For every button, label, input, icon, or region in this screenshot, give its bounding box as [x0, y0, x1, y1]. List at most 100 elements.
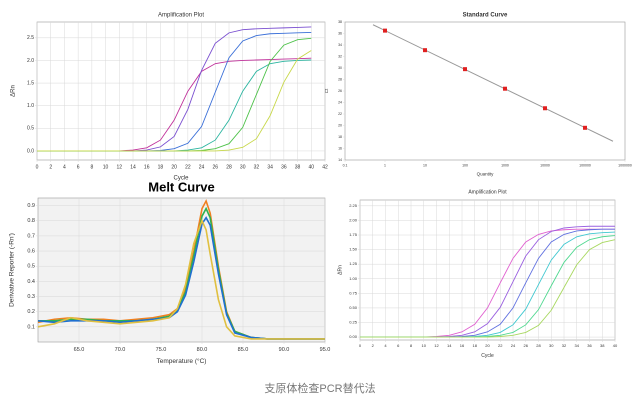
y-tick-label: 16: [338, 146, 342, 150]
x-tick-label: 10: [103, 164, 109, 170]
x-tick-label: 90.0: [279, 347, 290, 353]
x-tick-label: 100000: [579, 163, 591, 167]
y-tick-label: 0.2: [27, 309, 35, 315]
x-tick-label: 40: [613, 343, 618, 348]
x-tick-label: 30: [240, 164, 246, 170]
x-tick-label: 65.0: [74, 347, 85, 353]
data-point: [383, 28, 387, 33]
y-tick-label: 0.0: [27, 148, 34, 154]
y-tick-label: 38: [338, 20, 342, 24]
y-tick-label: 0.00: [349, 334, 358, 339]
x-tick-label: 95.0: [320, 347, 331, 353]
x-tick-label: 16: [460, 343, 465, 348]
x-tick-label: 2: [49, 164, 52, 170]
y-tick-label: 24: [338, 100, 342, 104]
y-tick-label: 2.00: [349, 217, 358, 222]
x-tick-label: 0: [359, 343, 362, 348]
x-tick-label: 2: [372, 343, 375, 348]
x-tick-label: 30: [549, 343, 554, 348]
data-point: [503, 86, 507, 91]
x-tick-label: 38: [600, 343, 605, 348]
x-axis-label: Cycle: [481, 353, 494, 359]
y-tick-label: 1.0: [27, 103, 34, 109]
x-tick-label: 16: [144, 164, 150, 170]
x-tick-label: 32: [562, 343, 567, 348]
y-tick-label: 0.8: [27, 218, 35, 224]
x-tick-label: 85.0: [238, 347, 249, 353]
x-tick-label: 24: [511, 343, 516, 348]
x-tick-label: 6: [397, 343, 400, 348]
series-line: [37, 218, 325, 340]
y-tick-label: 14: [338, 158, 342, 162]
y-tick-label: 0.5: [27, 126, 34, 132]
x-tick-label: 38: [295, 164, 301, 170]
y-tick-label: 0.1: [27, 324, 35, 330]
x-tick-label: 70.0: [115, 347, 126, 353]
x-tick-label: 26: [213, 164, 219, 170]
x-tick-label: 10: [422, 343, 427, 348]
x-tick-label: 1000000: [618, 163, 632, 167]
x-tick-label: 14: [130, 164, 136, 170]
chart-title: Standard Curve: [463, 13, 508, 19]
x-tick-label: 4: [384, 343, 387, 348]
chart-title: Amplification Plot: [158, 13, 204, 19]
y-axis-label: ΔRn: [11, 85, 17, 97]
y-tick-label: 0.6: [27, 249, 35, 255]
x-tick-label: 0.1: [343, 163, 348, 167]
x-tick-label: 34: [267, 164, 273, 170]
x-tick-label: 28: [536, 343, 541, 348]
x-tick-label: 0: [36, 164, 39, 170]
x-tick-label: 20: [171, 164, 177, 170]
y-tick-label: 2.5: [27, 35, 34, 41]
x-axis-label: Cycle: [173, 176, 189, 182]
x-tick-label: 8: [410, 343, 413, 348]
x-tick-label: 40: [309, 164, 315, 170]
y-tick-label: 1.75: [349, 232, 358, 237]
data-point: [543, 106, 547, 111]
y-tick-label: 1.00: [349, 276, 358, 281]
plot-area: [344, 21, 626, 161]
x-tick-label: 32: [254, 164, 260, 170]
y-tick-label: 22: [338, 112, 342, 116]
x-tick-label: 22: [498, 343, 503, 348]
y-tick-label: 1.25: [349, 261, 358, 266]
x-tick-label: 36: [587, 343, 592, 348]
y-tick-label: 0.9: [27, 203, 35, 209]
fit-line: [372, 24, 614, 142]
x-tick-label: 18: [158, 164, 164, 170]
x-tick-label: 28: [226, 164, 232, 170]
y-tick-label: 28: [338, 77, 342, 81]
x-tick-label: 14: [447, 343, 452, 348]
x-tick-label: 80.0: [197, 347, 208, 353]
data-point: [423, 48, 427, 53]
y-axis-label: ΔRn: [337, 265, 343, 275]
x-tick-label: 26: [524, 343, 529, 348]
y-tick-label: 34: [338, 43, 342, 47]
x-tick-label: 42: [322, 164, 328, 170]
y-tick-label: 32: [338, 54, 342, 58]
y-tick-label: 0.3: [27, 294, 35, 300]
x-tick-label: 18: [473, 343, 478, 348]
x-tick-label: 20: [485, 343, 490, 348]
y-axis-label: Derivative Reporter (-Rn'): [9, 233, 16, 307]
y-tick-label: 26: [338, 89, 342, 93]
y-tick-label: 0.75: [349, 290, 358, 295]
x-tick-label: 75.0: [156, 347, 167, 353]
y-tick-label: 30: [338, 66, 342, 70]
x-tick-label: 24: [199, 164, 205, 170]
y-axis-label: Ct: [324, 88, 329, 93]
x-tick-label: 100: [462, 163, 468, 167]
series-line: [37, 216, 325, 340]
x-tick-label: 1000: [501, 163, 509, 167]
x-tick-label: 12: [117, 164, 123, 170]
x-tick-label: 10: [423, 163, 427, 167]
x-axis-label: Quantity: [477, 172, 495, 177]
x-tick-label: 4: [63, 164, 66, 170]
plot-area: [37, 197, 326, 343]
y-tick-label: 0.50: [349, 305, 358, 310]
caption: 支原体检查PCR替代法: [264, 381, 375, 395]
y-tick-label: 20: [338, 123, 342, 127]
x-tick-label: 22: [185, 164, 191, 170]
plot-area: [36, 21, 326, 161]
x-tick-label: 8: [90, 164, 93, 170]
